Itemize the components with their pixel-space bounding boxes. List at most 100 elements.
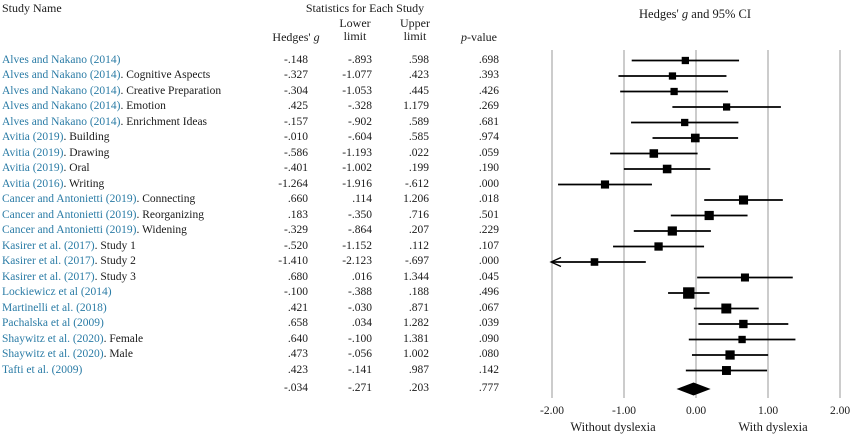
effect-size-square: [667, 226, 677, 236]
x-tick-label: 0.00: [686, 405, 706, 417]
study-suffix: . Writing: [63, 177, 105, 190]
study-name: Alves and Nakano (2014): [2, 53, 120, 68]
summary-hedges-g-value: -.034: [284, 382, 308, 395]
hedges-g-header-italic: g: [313, 30, 320, 44]
study-row: Cancer and Antonietti (2019). Reorganizi…: [0, 208, 510, 223]
upper-limit-value: .585: [408, 131, 429, 144]
p-value-header-text: -value: [467, 30, 497, 44]
p-value-value: .080: [478, 348, 499, 361]
summary-p-value-value: .777: [478, 382, 499, 395]
effect-size-square: [740, 273, 749, 282]
upper-limit-value: .871: [408, 301, 429, 314]
study-citation: Avitia (2019): [2, 162, 64, 175]
upper-limit-value: .022: [408, 146, 429, 159]
study-row: Avitia (2019). Drawing -.586 -1.193 .022 .05…: [0, 146, 510, 161]
study-suffix: . Building: [63, 131, 110, 144]
p-value-value: .269: [478, 100, 499, 113]
lower-limit-value: -.388: [348, 286, 372, 299]
p-value-value: .142: [478, 363, 499, 376]
lower-limit-value: -.056: [348, 348, 372, 361]
hedges-g-value: -.010: [284, 131, 308, 144]
lower-limit-value: -.604: [348, 131, 372, 144]
study-row: Kasirer et al. (2017). Study 2 -1.410 -2.1…: [0, 254, 510, 269]
study-name: Cancer and Antonietti (2019). Connecting: [2, 192, 195, 207]
p-value-value: .501: [478, 208, 499, 221]
upper-limit-value: .716: [408, 208, 429, 221]
upper-limit-value: 1.179: [403, 100, 429, 113]
effect-size-square: [725, 350, 735, 360]
study-name: Alves and Nakano (2014). Enrichment Idea…: [2, 115, 207, 130]
plot-title: Hedges' g and 95% CI: [639, 8, 751, 21]
x-tick-label: -2.00: [540, 405, 564, 417]
axis-label-with-dyslexia: With dyslexia: [738, 420, 808, 434]
hedges-g-value: -.304: [284, 84, 308, 97]
study-row: Kasirer et al. (2017). Study 3 .680 .016 1.…: [0, 270, 510, 285]
hedges-g-value: .680: [287, 270, 308, 283]
effect-size-square: [738, 335, 746, 344]
upper-limit-value: .589: [408, 115, 429, 128]
upper-limit-value: .112: [409, 239, 429, 252]
study-suffix: . Widening: [136, 224, 187, 237]
lower-limit-value: -.328: [348, 100, 372, 113]
p-value-value: .974: [478, 131, 499, 144]
p-value-value: .000: [478, 177, 499, 190]
study-citation: Alves and Nakano (2014): [2, 84, 121, 97]
upper-limit-value: .423: [408, 69, 429, 82]
effect-size-square: [670, 87, 678, 96]
hedges-g-value: .425: [287, 100, 308, 113]
lower-limit-value: .034: [351, 317, 372, 330]
effect-size-square: [739, 319, 748, 329]
study-row: Alves and Nakano (2014). Emotion .425 -.32…: [0, 99, 510, 114]
hedges-g-value: .658: [287, 317, 308, 330]
study-row: Avitia (2016). Writing -1.264 -1.916 -.612.…: [0, 177, 510, 192]
study-name: Shaywitz et al. (2020). Male: [2, 347, 133, 362]
study-name: Avitia (2019). Building: [2, 130, 109, 145]
effect-size-square: [738, 195, 749, 205]
effect-size-square: [600, 180, 610, 189]
upper-limit-header-line2: limit: [403, 29, 427, 43]
study-citation: Cancer and Antonietti (2019): [2, 208, 137, 221]
effect-size-square: [722, 103, 731, 111]
study-citation: Lockiewicz et al (2014): [2, 286, 112, 299]
lower-limit-value: -.902: [348, 115, 372, 128]
upper-limit-value: .987: [408, 363, 429, 376]
hedges-g-value: -.329: [284, 224, 308, 237]
upper-limit-value: 1.282: [403, 317, 429, 330]
p-value-value: .393: [478, 69, 499, 82]
lower-limit-header-line1: Lower: [339, 16, 371, 30]
p-value-value: .000: [478, 255, 499, 268]
study-citation: Avitia (2019): [2, 146, 64, 159]
study-suffix: . Enrichment Ideas: [120, 115, 208, 128]
study-name: Kasirer et al. (2017). Study 2: [2, 254, 136, 269]
study-citation: Avitia (2016): [2, 177, 64, 190]
upper-limit-value: 1.344: [403, 270, 429, 283]
study-name: Cancer and Antonietti (2019). Reorganizi…: [2, 208, 204, 223]
hedges-g-value: -.586: [284, 146, 308, 159]
hedges-g-value: .660: [287, 193, 308, 206]
study-citation: Avitia (2019): [2, 131, 64, 144]
study-suffix: . Drawing: [63, 146, 110, 159]
study-row: Alves and Nakano (2014). Creative Prepar…: [0, 84, 510, 99]
plot-title-text-2: and 95% CI: [688, 7, 751, 21]
study-citation: Kasirer et al. (2017): [2, 270, 95, 283]
study-citation: Martinelli et al. (2018): [2, 301, 107, 314]
study-row: Pachalska et al (2009) .658 .034 1.282 .039: [0, 316, 510, 331]
study-row: Shaywitz et al. (2020). Female .640 -.100 1…: [0, 332, 510, 347]
study-row: Shaywitz et al. (2020). Male .473 -.056 1.0…: [0, 347, 510, 362]
lower-limit-value: -.864: [348, 224, 372, 237]
summary-lower-limit-value: -.271: [348, 382, 372, 395]
hedges-g-value: -.157: [284, 115, 308, 128]
study-suffix: . Female: [103, 332, 144, 345]
upper-limit-value: -.612: [405, 177, 429, 190]
study-name: Kasirer et al. (2017). Study 3: [2, 270, 136, 285]
study-name: Alves and Nakano (2014). Emotion: [2, 99, 166, 114]
lower-limit-value: -1.152: [342, 239, 372, 252]
study-citation: Alves and Nakano (2014): [2, 115, 121, 128]
p-value-value: .067: [478, 301, 499, 314]
study-row: Cancer and Antonietti (2019). Connecting…: [0, 192, 510, 207]
study-suffix: . Oral: [63, 162, 90, 175]
hedges-g-value: -.148: [284, 53, 308, 66]
p-value-value: .018: [478, 193, 499, 206]
study-name: Alves and Nakano (2014). Creative Prepar…: [2, 84, 221, 99]
